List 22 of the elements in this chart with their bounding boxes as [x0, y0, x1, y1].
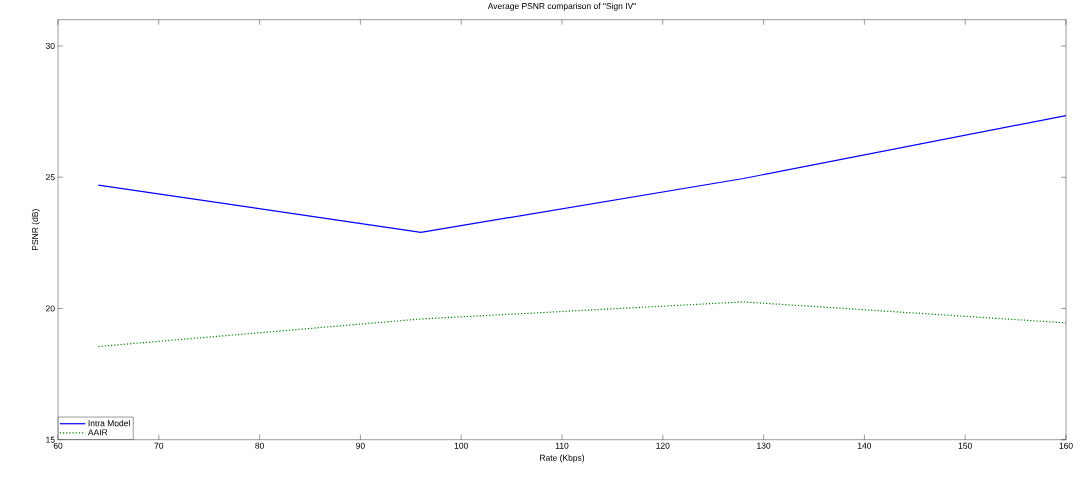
- x-axis-title: Rate (Kbps): [540, 454, 585, 463]
- x-tick-label: 120: [656, 442, 670, 449]
- line-series: [97, 115, 1067, 234]
- line-series: [97, 301, 1067, 348]
- x-tick-label: 140: [857, 442, 872, 449]
- x-tick-label: 130: [757, 442, 771, 449]
- x-tick-label: 100: [454, 442, 468, 449]
- y-tick-label: 25: [45, 174, 55, 181]
- y-tick-label: 15: [46, 436, 55, 443]
- legend-label: AAIR: [87, 429, 108, 436]
- y-tick-label: 20: [45, 305, 55, 312]
- x-tick-label: 60: [53, 442, 63, 449]
- x-tick-label: 160: [1059, 442, 1073, 449]
- x-tick-label: 70: [154, 442, 164, 449]
- y-axis-title: PSNR (dB): [31, 209, 40, 251]
- x-tick-label: 90: [356, 442, 365, 449]
- x-tick-label: 80: [255, 442, 264, 449]
- x-tick-label: 150: [958, 442, 972, 449]
- chart-title: Average PSNR comparison of "Sign IV": [487, 2, 636, 11]
- x-tick-label: 110: [555, 442, 569, 449]
- y-tick-label: 30: [45, 43, 55, 50]
- legend-label: Intra Model: [88, 420, 130, 427]
